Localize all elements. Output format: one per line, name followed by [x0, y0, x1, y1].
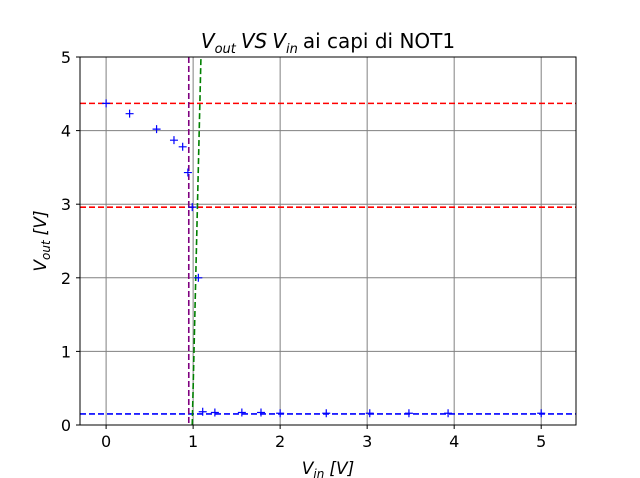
x-axis-label: Vin [V] [302, 459, 355, 478]
data-point [169, 136, 178, 145]
data-point [322, 409, 331, 418]
data-point [194, 273, 203, 282]
data-point [102, 99, 111, 108]
y-tick-label: 5 [61, 48, 71, 67]
y-axis-label: Vout[V] [31, 210, 53, 271]
data-point [444, 409, 453, 418]
data-point [537, 409, 546, 418]
x-tick-label: 4 [449, 432, 459, 451]
x-tick-label: 2 [275, 432, 285, 451]
data-point [152, 125, 161, 134]
data-point [256, 408, 265, 417]
reference-lines [80, 56, 576, 426]
ticks: 0 1 2 3 4 5 0 1 2 3 4 5 [61, 48, 546, 451]
y-tick-label: 0 [61, 416, 71, 435]
transition-slope-line [191, 56, 202, 426]
data-point [365, 409, 374, 418]
x-tick-label: 0 [101, 432, 111, 451]
data-point [198, 407, 207, 416]
data-point [237, 408, 246, 417]
grid [80, 56, 576, 426]
y-tick-label: 3 [61, 195, 71, 214]
x-tick-label: 1 [188, 432, 198, 451]
y-tick-label: 2 [61, 269, 71, 288]
data-point [210, 408, 219, 417]
data-point [188, 203, 197, 212]
plot-frame [79, 56, 577, 426]
y-tick-label: 4 [61, 122, 71, 141]
x-tick-label: 5 [536, 432, 546, 451]
data-point [178, 142, 187, 151]
data-points [102, 99, 546, 418]
x-tick-label: 3 [362, 432, 372, 451]
data-point [404, 409, 413, 418]
y-tick-label: 1 [61, 342, 71, 361]
data-point [183, 168, 192, 177]
data-point [125, 109, 134, 118]
data-point [276, 409, 285, 418]
chart-title: Vout VS Vin ai capi di NOT1 [201, 29, 455, 57]
